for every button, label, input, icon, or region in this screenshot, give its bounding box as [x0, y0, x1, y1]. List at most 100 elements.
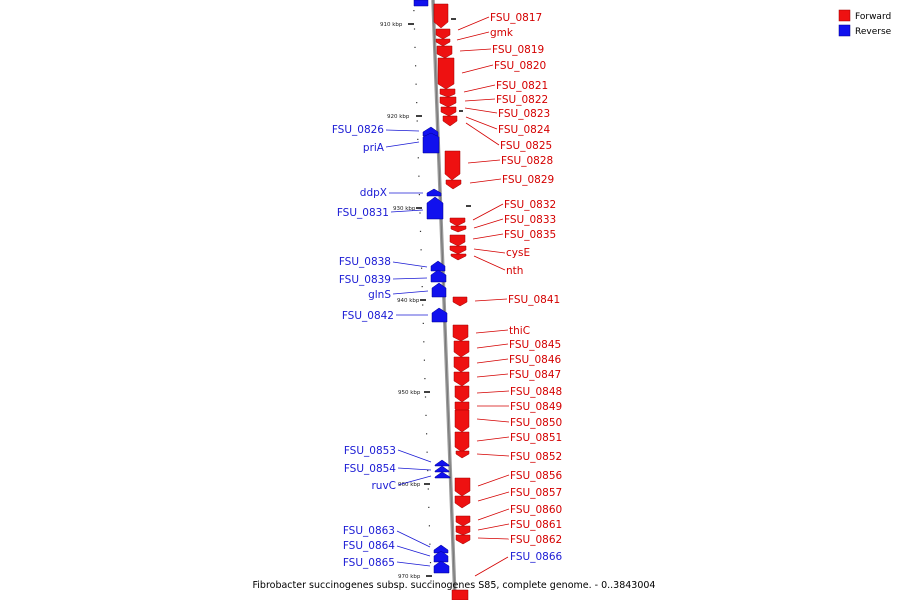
gene-label[interactable]: FSU_0822: [496, 94, 548, 106]
gene-label[interactable]: FSU_0832: [504, 199, 556, 211]
gene-block-FSU_0817[interactable]: [433, 3, 449, 29]
gene-block-FSU_0850[interactable]: [454, 409, 470, 433]
gene-block-thiC[interactable]: [452, 324, 469, 342]
gene-block-FSU_0842[interactable]: [431, 307, 448, 323]
gene-label[interactable]: FSU_0826: [332, 124, 384, 136]
gene-block-FSU_0852[interactable]: [455, 450, 470, 459]
gene-block-FSU_0828[interactable]: [444, 150, 461, 181]
minor-tick: [417, 138, 419, 140]
gene-label[interactable]: FSU_0846: [509, 354, 561, 366]
gene-block-FSU_0856[interactable]: [454, 477, 471, 497]
gene-block-FSU_0833[interactable]: [450, 225, 467, 233]
gene-label[interactable]: FSU_0862: [510, 534, 562, 546]
gene-block-FSU_0824[interactable]: [442, 115, 458, 127]
legend-forward-label: Forward: [855, 12, 891, 22]
gene-label[interactable]: ruvC: [371, 480, 396, 492]
gene-block-FSU_0847[interactable]: [453, 371, 470, 387]
gene-label[interactable]: FSU_0833: [504, 214, 556, 226]
gene-label[interactable]: FSU_0831: [337, 207, 389, 219]
gene-label[interactable]: FSU_0817: [490, 12, 542, 24]
gene-block-gmk[interactable]: [435, 28, 451, 40]
gene-block-FSU_0845[interactable]: [453, 340, 470, 358]
gene-label[interactable]: FSU_0829: [502, 174, 554, 186]
gene-block-FSU_0851[interactable]: [454, 431, 470, 453]
gene-block-FSU_0846[interactable]: [453, 356, 470, 373]
gene-label[interactable]: cysE: [506, 247, 530, 259]
gene-label[interactable]: FSU_0847: [509, 369, 561, 381]
gene-label[interactable]: FSU_0856: [510, 470, 562, 482]
gene-block-FSU_0865[interactable]: [433, 560, 450, 574]
gene-block-FSU_0826[interactable]: [422, 126, 439, 137]
gene-block-FSU_0860[interactable]: [455, 515, 471, 527]
gene-label[interactable]: FSU_0821: [496, 80, 548, 92]
gene-block-FSU_0863[interactable]: [433, 544, 449, 554]
reverse-labels: FSU_0826 priA ddpX FSU_0831 FSU_0838 FSU…: [332, 124, 396, 569]
gene-block-FSU_0829[interactable]: [445, 179, 462, 190]
gene-label[interactable]: FSU_0828: [501, 155, 553, 167]
gene-block-FSU_0864[interactable]: [433, 550, 449, 563]
gene-label[interactable]: FSU_0852: [510, 451, 562, 463]
gene-label[interactable]: FSU_0865: [343, 557, 395, 569]
gene-label[interactable]: nth: [506, 265, 523, 277]
gene-block-FSU_0835[interactable]: [449, 234, 466, 247]
gene-label[interactable]: glnS: [368, 289, 391, 301]
gene-label[interactable]: FSU_0854: [344, 463, 396, 475]
gene-block-FSU_0819[interactable]: [436, 45, 453, 59]
gene-block-FSU_0839[interactable]: [430, 269, 447, 283]
tick-label: 930 kbp: [393, 206, 416, 212]
gene-label[interactable]: ddpX: [360, 187, 387, 199]
minor-tick: [419, 230, 422, 232]
gene-label[interactable]: FSU_0853: [344, 445, 396, 457]
gene-block-FSU_0857[interactable]: [454, 495, 471, 509]
gene-label[interactable]: FSU_0838: [339, 256, 391, 268]
gene-label[interactable]: FSU_0825: [500, 140, 552, 152]
gene-block-FSU_0823[interactable]: [440, 106, 457, 117]
gene-label[interactable]: FSU_0823: [498, 108, 550, 120]
gene-label[interactable]: priA: [363, 142, 385, 154]
gene-label[interactable]: FSU_0845: [509, 339, 561, 351]
gene-block-FSU_0831[interactable]: [426, 196, 444, 220]
gene-block-FSU_0862[interactable]: [455, 534, 471, 545]
gene-block-ddpX[interactable]: [426, 188, 442, 197]
gene-block-gmk-2[interactable]: [435, 38, 451, 47]
gene-block-FSU_0838[interactable]: [430, 260, 446, 272]
gene-block-FSU_0848[interactable]: [454, 385, 470, 403]
gene-block-FSU_0821[interactable]: [439, 88, 456, 98]
gene-label[interactable]: FSU_0860: [510, 504, 562, 516]
gene-label[interactable]: FSU_0835: [504, 229, 556, 241]
gene-label[interactable]: FSU_0857: [510, 487, 562, 499]
gene-label[interactable]: FSU_0861: [510, 519, 562, 531]
gene-block-nth[interactable]: [450, 253, 467, 261]
gene-block-ruvC[interactable]: [434, 471, 451, 479]
gene-label[interactable]: FSU_0848: [510, 386, 562, 398]
gene-block-priA[interactable]: [422, 132, 440, 154]
gene-label[interactable]: FSU_0863: [343, 525, 395, 537]
gene-block-FSU_0832[interactable]: [449, 217, 466, 227]
gene-block-FSU_0866-end[interactable]: [451, 589, 469, 600]
gene-label[interactable]: gmk: [490, 27, 514, 39]
gene-label[interactable]: FSU_0866: [510, 551, 562, 563]
gene-block-FSU_0861[interactable]: [455, 525, 471, 536]
gene-block-FSU_0820[interactable]: [437, 57, 455, 90]
gene-block-glnS[interactable]: [431, 282, 447, 298]
gene-label[interactable]: FSU_0841: [508, 294, 560, 306]
minor-tick: [414, 46, 416, 48]
gene-block-FSU_0841[interactable]: [452, 296, 468, 307]
gene-label[interactable]: FSU_0850: [510, 417, 562, 429]
gene-label[interactable]: FSU_0851: [510, 432, 562, 444]
gene-block-cysE[interactable]: [449, 245, 467, 255]
gene-block-top-rev[interactable]: [413, 0, 429, 7]
gene-label[interactable]: FSU_0839: [339, 274, 391, 286]
gene-block-FSU_0854[interactable]: [434, 465, 450, 473]
tick-label: 910 kbp: [380, 22, 403, 28]
gene-block-FSU_0822[interactable]: [439, 96, 457, 108]
gene-block-FSU_0853[interactable]: [434, 459, 450, 467]
gene-label[interactable]: FSU_0824: [498, 124, 550, 136]
gene-label[interactable]: FSU_0864: [343, 540, 395, 552]
gene-label[interactable]: thiC: [509, 325, 530, 337]
tick-950: 950 kbp: [398, 390, 430, 396]
gene-label[interactable]: FSU_0820: [494, 60, 546, 72]
gene-label[interactable]: FSU_0819: [492, 44, 544, 56]
gene-label[interactable]: FSU_0842: [342, 310, 394, 322]
gene-label[interactable]: FSU_0849: [510, 401, 562, 413]
